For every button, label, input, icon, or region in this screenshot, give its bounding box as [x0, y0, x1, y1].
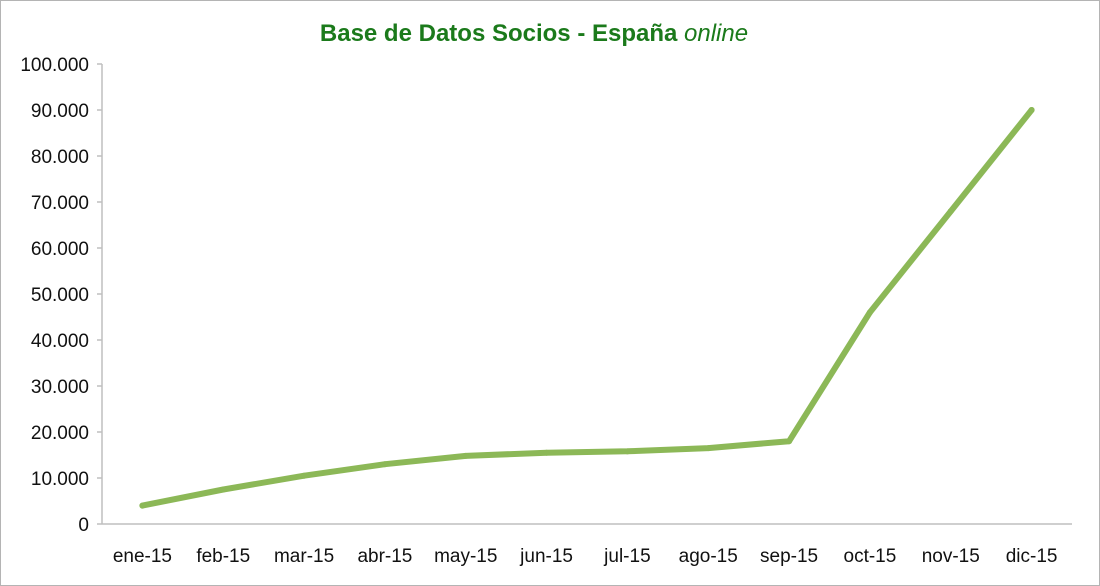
y-tick-label: 100.000: [20, 55, 89, 76]
chart-title: Base de Datos Socios - España online: [0, 20, 1068, 48]
data-point: [786, 438, 793, 445]
x-tick-label: dic-15: [1006, 546, 1058, 567]
x-tick-label: feb-15: [196, 546, 250, 567]
y-tick-label: 20.000: [31, 423, 89, 444]
data-point: [624, 448, 631, 455]
y-tick-label: 30.000: [31, 377, 89, 398]
data-point: [220, 486, 227, 493]
x-tick-label: ago-15: [679, 546, 738, 567]
series-line: [139, 107, 1035, 509]
x-tick-label: jun-15: [519, 546, 573, 567]
chart-title-suffix: online: [684, 20, 749, 47]
y-tick-label: 60.000: [31, 239, 89, 260]
data-point: [1028, 107, 1035, 113]
x-tick-label: mar-15: [274, 546, 334, 567]
x-tick-label: may-15: [434, 546, 497, 567]
data-point: [301, 472, 308, 479]
x-tick-label: oct-15: [844, 546, 897, 567]
data-point: [947, 208, 954, 215]
x-tick-label: abr-15: [357, 546, 412, 567]
y-tick-label: 90.000: [31, 101, 89, 122]
x-tick-label: ene-15: [113, 546, 172, 567]
chart-title-main: Base de Datos Socios - España: [319, 20, 678, 47]
data-point: [381, 461, 388, 468]
y-tick-label: 80.000: [31, 147, 89, 168]
y-tick-label: 0: [78, 515, 89, 536]
data-point: [139, 502, 146, 509]
data-point: [462, 452, 469, 459]
chart-series: [139, 107, 1035, 509]
x-tick-label: sep-15: [760, 546, 818, 567]
y-tick-label: 10.000: [31, 469, 89, 490]
x-axis-ticks: ene-15 feb-15 mar-15 abr-15 may-15 jun-15 jul-…: [113, 546, 1058, 567]
data-point: [866, 309, 873, 316]
data-point: [705, 445, 712, 452]
x-tick-label: nov-15: [922, 546, 980, 567]
y-tick-label: 40.000: [31, 331, 89, 352]
x-tick-label: jul-15: [603, 546, 650, 567]
data-point: [543, 449, 550, 456]
y-tick-label: 70.000: [31, 193, 89, 214]
y-tick-label: 50.000: [31, 285, 89, 306]
y-axis-ticks: 0 10.000 20.000 30.000 40.000 50.000 60.000 70.…: [20, 55, 102, 536]
